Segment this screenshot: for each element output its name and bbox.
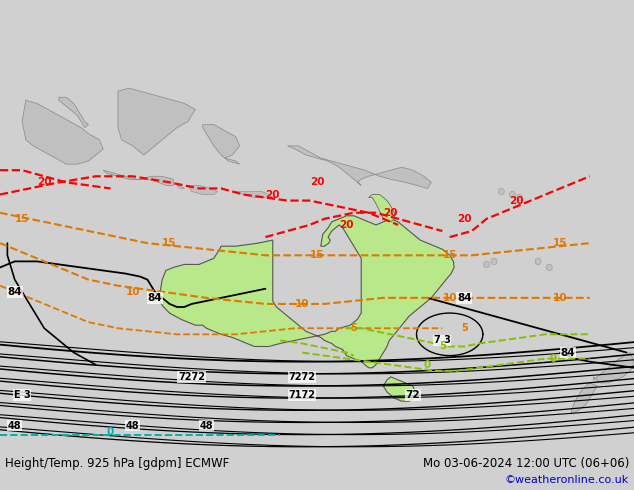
- Text: E 3: E 3: [14, 390, 30, 400]
- Circle shape: [535, 258, 541, 265]
- Text: 7272: 7272: [178, 372, 205, 382]
- Text: 7272: 7272: [288, 372, 316, 382]
- Polygon shape: [59, 97, 89, 128]
- Polygon shape: [177, 185, 184, 189]
- Text: 20: 20: [37, 177, 51, 187]
- Text: 15: 15: [310, 250, 324, 260]
- Polygon shape: [103, 170, 173, 185]
- Text: Mo 03-06-2024 12:00 UTC (06+06): Mo 03-06-2024 12:00 UTC (06+06): [423, 457, 629, 470]
- Text: 7 3: 7 3: [434, 335, 451, 345]
- Text: 20: 20: [509, 196, 523, 206]
- Text: 20: 20: [339, 220, 354, 230]
- Text: ©weatheronline.co.uk: ©weatheronline.co.uk: [505, 475, 629, 485]
- Polygon shape: [232, 192, 269, 197]
- Polygon shape: [368, 195, 394, 222]
- Text: 48: 48: [8, 420, 22, 431]
- Text: Height/Temp. 925 hPa [gdpm] ECMWF: Height/Temp. 925 hPa [gdpm] ECMWF: [5, 457, 230, 470]
- Polygon shape: [188, 185, 217, 195]
- Text: 7172: 7172: [288, 390, 316, 400]
- Circle shape: [491, 258, 497, 265]
- Circle shape: [498, 188, 504, 195]
- Polygon shape: [22, 100, 103, 164]
- Text: 84: 84: [457, 293, 472, 303]
- Text: 15: 15: [162, 238, 177, 248]
- Polygon shape: [571, 383, 597, 414]
- Text: 10: 10: [126, 287, 140, 297]
- Text: 20: 20: [310, 177, 324, 187]
- Text: 84: 84: [148, 293, 162, 303]
- Circle shape: [547, 264, 552, 271]
- Text: 5: 5: [439, 342, 446, 351]
- Polygon shape: [384, 377, 415, 401]
- Text: 15: 15: [443, 250, 457, 260]
- Text: 20: 20: [457, 214, 472, 224]
- Polygon shape: [203, 124, 240, 164]
- Text: 0: 0: [549, 354, 557, 364]
- Text: 10: 10: [553, 293, 567, 303]
- Text: 15: 15: [15, 214, 29, 224]
- Polygon shape: [287, 146, 431, 189]
- Circle shape: [509, 191, 515, 198]
- Text: 84: 84: [8, 287, 22, 297]
- Text: 10: 10: [443, 293, 457, 303]
- Text: 48: 48: [126, 420, 139, 431]
- Text: 5: 5: [351, 323, 357, 333]
- Circle shape: [484, 261, 489, 268]
- Text: 10: 10: [295, 299, 309, 309]
- Text: 20: 20: [266, 190, 280, 199]
- Polygon shape: [159, 216, 454, 368]
- Polygon shape: [118, 88, 195, 155]
- Text: 0: 0: [424, 360, 431, 370]
- Text: 15: 15: [553, 238, 567, 248]
- Text: 48: 48: [200, 420, 213, 431]
- Text: 0: 0: [107, 427, 114, 437]
- Text: 5: 5: [461, 323, 468, 333]
- Circle shape: [517, 194, 522, 201]
- Text: 72: 72: [406, 390, 420, 400]
- Text: 20: 20: [384, 208, 398, 218]
- Polygon shape: [593, 353, 634, 383]
- Text: 84: 84: [560, 347, 575, 358]
